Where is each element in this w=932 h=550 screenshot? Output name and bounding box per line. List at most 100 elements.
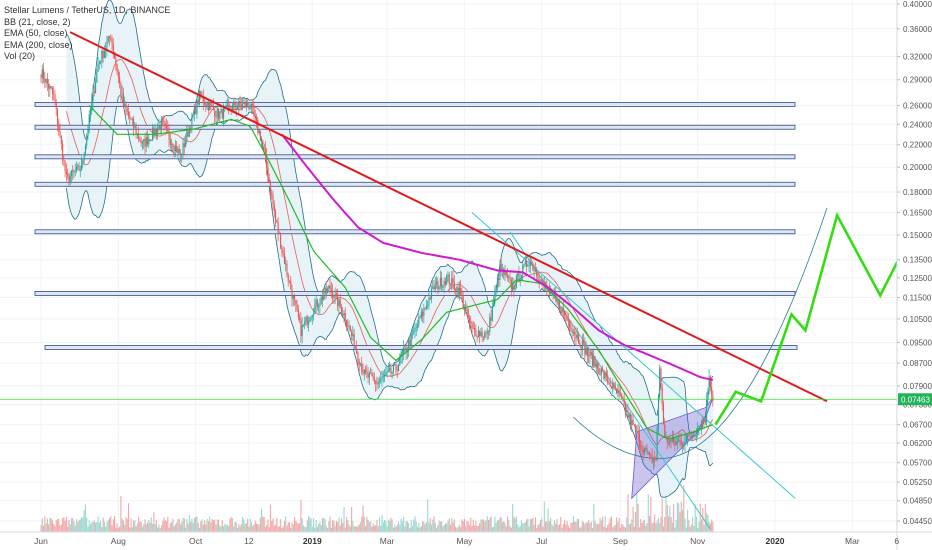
volume-bar bbox=[225, 524, 227, 532]
volume-bar bbox=[447, 520, 449, 532]
candle-body bbox=[115, 58, 117, 65]
volume-bar bbox=[632, 506, 634, 532]
candle-body bbox=[706, 399, 708, 423]
candle-body bbox=[654, 457, 656, 460]
volume-bar bbox=[338, 517, 340, 532]
candle-body bbox=[74, 171, 76, 173]
candle-body bbox=[391, 371, 393, 374]
candle-body bbox=[410, 333, 412, 346]
volume-bar bbox=[273, 525, 275, 532]
candle-body bbox=[427, 305, 429, 307]
volume-bar bbox=[140, 521, 142, 532]
price-tick-label: 0.11500 bbox=[903, 293, 932, 302]
candle-body bbox=[207, 103, 209, 111]
volume-bar bbox=[204, 520, 206, 532]
candle-body bbox=[381, 376, 383, 380]
candle-body bbox=[512, 284, 514, 290]
candle-body bbox=[127, 111, 130, 116]
candle-body bbox=[174, 145, 176, 152]
volume-bar bbox=[560, 516, 562, 532]
volume-bar bbox=[654, 514, 656, 532]
candle-body bbox=[390, 367, 392, 374]
horizontal-zones-layer bbox=[34, 102, 798, 350]
volume-bar bbox=[183, 518, 185, 532]
volume-bar bbox=[513, 516, 515, 532]
volume-bar bbox=[75, 518, 78, 532]
candle-body bbox=[522, 265, 524, 276]
legend-vol[interactable]: Vol (20) bbox=[4, 51, 36, 61]
volume-bar bbox=[505, 526, 507, 532]
candle-body bbox=[404, 347, 406, 349]
candle-body bbox=[254, 115, 256, 117]
volume-bar bbox=[593, 503, 595, 532]
volume-bar bbox=[512, 503, 514, 532]
volume-bar bbox=[476, 526, 478, 532]
volume-bar bbox=[250, 522, 253, 532]
candle-body bbox=[602, 369, 604, 371]
volume-bar bbox=[102, 517, 104, 532]
candle-body bbox=[49, 86, 51, 89]
candle-body bbox=[642, 448, 644, 454]
candle-body bbox=[197, 99, 199, 105]
volume-bar bbox=[585, 522, 587, 532]
candle-body bbox=[697, 428, 699, 435]
volume-bar bbox=[177, 519, 179, 532]
volume-bar bbox=[612, 527, 614, 532]
candle-body bbox=[103, 51, 105, 58]
volume-bar bbox=[209, 516, 211, 532]
volume-bar bbox=[661, 498, 663, 532]
volume-bar bbox=[578, 519, 580, 532]
volume-bar bbox=[323, 517, 325, 532]
volume-bar bbox=[623, 526, 625, 532]
volume-bar bbox=[224, 523, 226, 532]
candle-body bbox=[266, 154, 268, 168]
volume-bar bbox=[44, 516, 46, 532]
candle-body bbox=[200, 91, 202, 97]
legend-ema50[interactable]: EMA (50, close) bbox=[4, 28, 68, 38]
candle-body bbox=[589, 352, 591, 357]
volume-bar bbox=[79, 519, 81, 532]
volume-bar bbox=[93, 520, 95, 532]
volume-bar bbox=[522, 523, 524, 532]
candle-body bbox=[617, 390, 619, 393]
volume-bar bbox=[296, 522, 298, 532]
legend-ema200[interactable]: EMA (200, close) bbox=[4, 39, 73, 50]
volume-bar bbox=[68, 519, 70, 532]
candle-body bbox=[624, 404, 627, 413]
volume-bar bbox=[566, 521, 568, 532]
volume-bar bbox=[115, 527, 117, 532]
candle-body bbox=[693, 434, 695, 437]
candle-body bbox=[608, 382, 610, 384]
candle-body bbox=[267, 167, 269, 179]
support-resistance-zone bbox=[34, 291, 796, 296]
candle-body bbox=[457, 287, 459, 296]
candle-body bbox=[250, 103, 253, 108]
volume-bar bbox=[152, 523, 154, 532]
candle-body bbox=[178, 148, 180, 154]
candle-body bbox=[470, 321, 472, 324]
volume-bar bbox=[434, 522, 436, 532]
candles-layer bbox=[40, 34, 714, 471]
volume-bar bbox=[509, 525, 511, 532]
candle-body bbox=[272, 195, 274, 205]
candle-body bbox=[191, 115, 193, 131]
volume-bar bbox=[155, 519, 157, 532]
candle-body bbox=[646, 448, 648, 453]
support-resistance-zone bbox=[34, 102, 796, 107]
volume-bar bbox=[467, 521, 469, 532]
legend-bb[interactable]: BB (21, close, 2) bbox=[4, 16, 71, 27]
volume-bar bbox=[528, 526, 530, 532]
candle-body bbox=[278, 232, 280, 235]
volume-bar bbox=[202, 524, 204, 532]
volume-bar bbox=[316, 526, 318, 532]
volume-bar bbox=[206, 518, 208, 532]
candle-body bbox=[443, 280, 445, 286]
volume-bar bbox=[54, 526, 56, 532]
candle-body bbox=[679, 440, 681, 441]
candle-body bbox=[324, 288, 326, 296]
candle-body bbox=[333, 297, 335, 299]
candle-body bbox=[340, 306, 343, 314]
volume-bar bbox=[557, 525, 559, 532]
candle-body bbox=[353, 333, 355, 349]
